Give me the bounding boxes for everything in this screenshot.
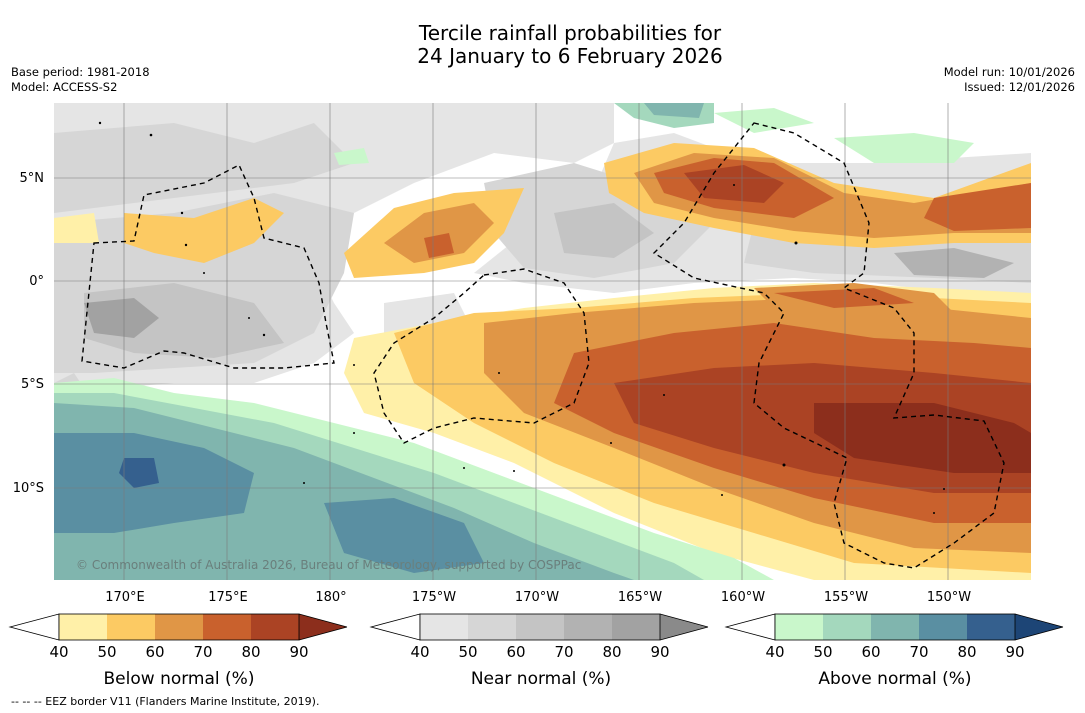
lat-label-5s: 5°S <box>20 377 44 392</box>
below-normal-north <box>54 143 1031 278</box>
near-tick-80: 80 <box>602 643 622 661</box>
lon-label-175e: 175°E <box>208 590 248 605</box>
below-colorbar-segment-0 <box>59 614 107 640</box>
below-tick-80: 80 <box>241 643 261 661</box>
below-tick-60: 60 <box>145 643 165 661</box>
copyright-watermark: © Commonwealth of Australia 2026, Bureau… <box>76 558 582 572</box>
above-tick-60: 60 <box>861 643 881 661</box>
lon-label-165w: 165°W <box>617 590 663 605</box>
above-tick-50: 50 <box>813 643 833 661</box>
lat-label-5n: 5°N <box>19 171 45 186</box>
model-run: Model run: 10/01/2026 <box>943 65 1075 79</box>
above-colorbar-segment-1 <box>823 614 871 640</box>
below-colorbar-segment-5 <box>299 614 347 640</box>
issued-date: Issued: 12/01/2026 <box>964 80 1075 94</box>
map-svg <box>54 103 1031 580</box>
above-normal-title: Above normal (%) <box>818 669 972 689</box>
below-colorbar-segment-4 <box>251 614 299 640</box>
below-colorbar-segment-2 <box>155 614 203 640</box>
lon-label-170w: 170°W <box>514 590 560 605</box>
above-colorbar-segment-2 <box>871 614 919 640</box>
below-normal-colorbar <box>8 612 350 642</box>
near-colorbar-segment-2 <box>516 614 564 640</box>
above-tick-90: 90 <box>1005 643 1025 661</box>
eez-borders <box>81 122 1005 569</box>
near-colorbar-segment-5 <box>660 614 708 640</box>
title-line-1: Tercile rainfall probabilities for <box>418 21 722 45</box>
near-tick-70: 70 <box>554 643 574 661</box>
above-normal-colorbar <box>724 612 1066 642</box>
meta-right: Model run: 10/01/2026 Issued: 12/01/2026 <box>944 65 1075 95</box>
near-normal-colorbar <box>369 612 711 642</box>
below-colorbar-segment-1 <box>107 614 155 640</box>
eez-footnote: -- -- -- EEZ border V11 (Flanders Marine… <box>11 695 320 708</box>
below-normal-title: Below normal (%) <box>103 669 255 689</box>
above-colorbar-segment-5 <box>1015 614 1063 640</box>
above-colorbar-segment-3 <box>919 614 967 640</box>
map-title: Tercile rainfall probabilities for 24 Ja… <box>0 22 1085 68</box>
base-period: Base period: 1981-2018 <box>11 65 150 79</box>
map-gridlines <box>54 103 1031 580</box>
near-tick-40: 40 <box>410 643 430 661</box>
near-colorbar-segment-3 <box>564 614 612 640</box>
lon-label-155w: 155°W <box>823 590 869 605</box>
above-tick-40: 40 <box>765 643 785 661</box>
near-normal-title: Near normal (%) <box>470 669 612 689</box>
below-normal-south <box>344 283 1031 580</box>
near-tick-50: 50 <box>458 643 478 661</box>
meta-left: Base period: 1981-2018 Model: ACCESS-S2 <box>11 65 150 95</box>
lat-label-10s: 10°S <box>12 481 44 496</box>
above-tick-70: 70 <box>909 643 929 661</box>
below-colorbar-segment-3 <box>203 614 251 640</box>
lon-label-170e: 170°E <box>105 590 145 605</box>
below-normal-colorbar-svg <box>8 613 348 641</box>
below-tick-50: 50 <box>97 643 117 661</box>
near-tick-90: 90 <box>650 643 670 661</box>
below-tick-40: 40 <box>49 643 69 661</box>
lon-label-175w: 175°W <box>411 590 457 605</box>
near-normal-colorbar-svg <box>369 613 709 641</box>
below-tick-70: 70 <box>193 643 213 661</box>
near-tick-60: 60 <box>506 643 526 661</box>
above-normal-colorbar-svg <box>724 613 1064 641</box>
above-colorbar-segment-4 <box>967 614 1015 640</box>
above-tick-80: 80 <box>957 643 977 661</box>
lon-label-160w: 160°W <box>720 590 766 605</box>
title-line-2: 24 January to 6 February 2026 <box>417 44 723 68</box>
lon-label-150w: 150°W <box>926 590 972 605</box>
above-normal-regions <box>54 103 974 580</box>
model-name: Model: ACCESS-S2 <box>11 80 118 94</box>
islands <box>98 121 945 514</box>
near-colorbar-segment-0 <box>420 614 468 640</box>
below-tick-90: 90 <box>289 643 309 661</box>
near-colorbar-segment-1 <box>468 614 516 640</box>
above-colorbar-segment-0 <box>775 614 823 640</box>
lat-label-0: 0° <box>29 274 44 289</box>
lon-label-180: 180° <box>315 590 347 605</box>
near-colorbar-segment-4 <box>612 614 660 640</box>
rainfall-map[interactable] <box>54 103 1031 580</box>
